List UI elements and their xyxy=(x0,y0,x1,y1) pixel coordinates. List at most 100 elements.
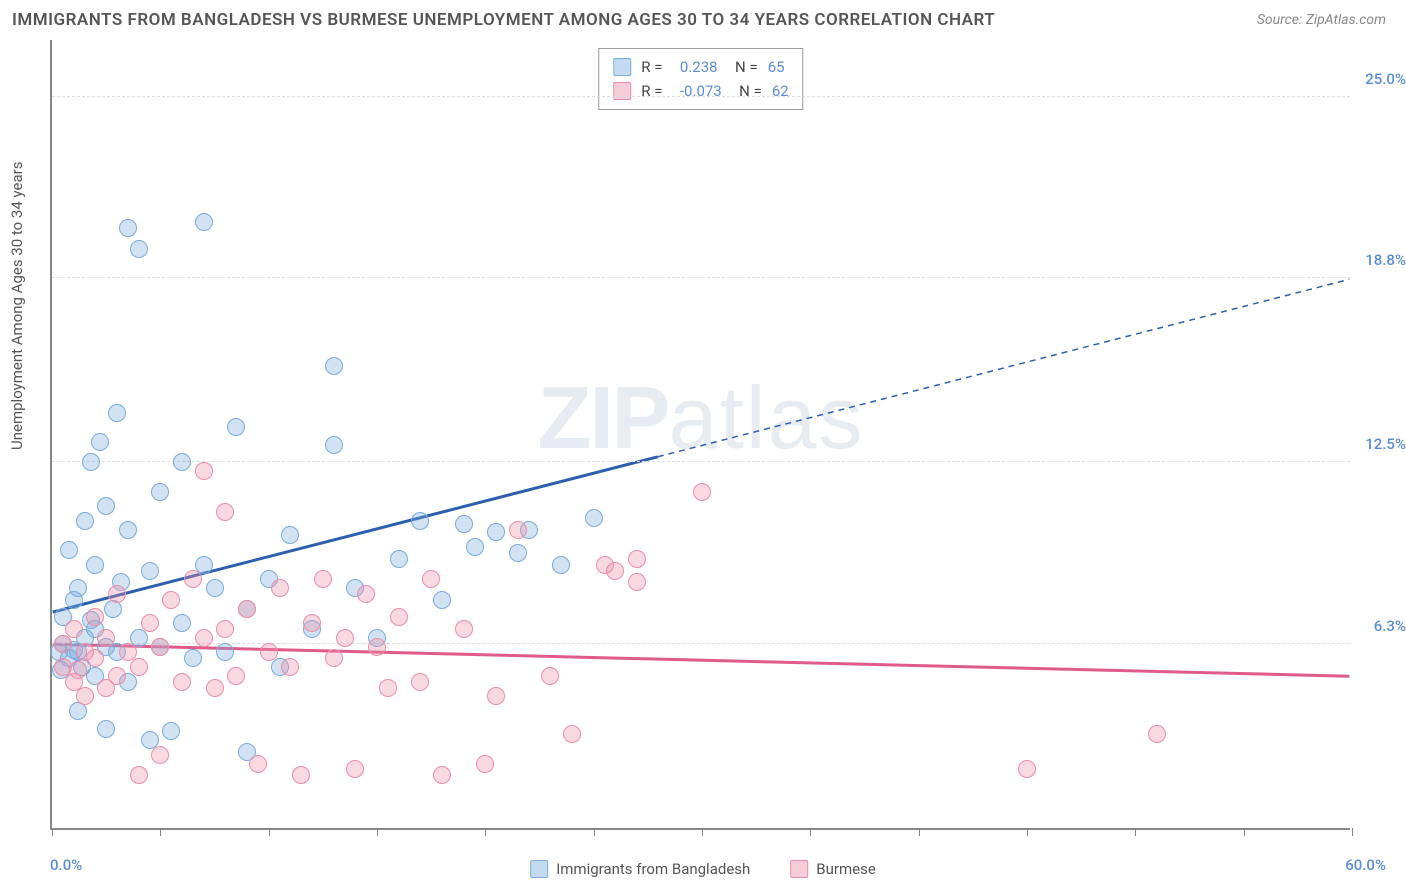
point-bangladesh xyxy=(184,649,202,667)
watermark: ZIPatlas xyxy=(538,367,865,469)
point-bangladesh xyxy=(173,614,191,632)
gridline xyxy=(52,96,1350,97)
point-bangladesh xyxy=(119,521,137,539)
point-burmese xyxy=(260,643,278,661)
point-bangladesh xyxy=(173,453,191,471)
point-burmese xyxy=(390,608,408,626)
point-burmese xyxy=(54,635,72,653)
swatch-pink-icon xyxy=(613,82,631,100)
point-burmese xyxy=(303,614,321,632)
x-tick xyxy=(1135,828,1136,836)
point-burmese xyxy=(411,673,429,691)
point-burmese xyxy=(195,629,213,647)
point-burmese xyxy=(541,667,559,685)
x-axis-min-label: 0.0% xyxy=(50,856,82,874)
point-burmese xyxy=(368,638,386,656)
chart-title: IMMIGRANTS FROM BANGLADESH VS BURMESE UN… xyxy=(12,10,995,30)
x-tick xyxy=(702,828,703,836)
point-burmese xyxy=(206,679,224,697)
point-bangladesh xyxy=(82,453,100,471)
stat-r-value-1: -0.073 xyxy=(680,79,722,103)
gridline xyxy=(52,461,1350,462)
watermark-light: atlas xyxy=(669,368,865,467)
point-burmese xyxy=(271,579,289,597)
point-bangladesh xyxy=(585,509,603,527)
y-tick-label: 12.5% xyxy=(1365,435,1406,453)
point-burmese xyxy=(108,667,126,685)
point-bangladesh xyxy=(60,541,78,559)
stat-n-value-1: 62 xyxy=(772,79,789,103)
point-burmese xyxy=(130,766,148,784)
point-burmese xyxy=(216,620,234,638)
point-bangladesh xyxy=(390,550,408,568)
x-tick xyxy=(919,828,920,836)
point-burmese xyxy=(162,591,180,609)
legend-label-0: Immigrants from Bangladesh xyxy=(556,860,750,878)
swatch-blue-icon xyxy=(530,860,548,878)
x-tick xyxy=(377,828,378,836)
point-burmese xyxy=(476,755,494,773)
point-bangladesh xyxy=(227,418,245,436)
stat-n-value-0: 65 xyxy=(768,55,785,79)
point-bangladesh xyxy=(151,483,169,501)
point-bangladesh xyxy=(195,213,213,231)
point-bangladesh xyxy=(509,544,527,562)
point-burmese xyxy=(173,673,191,691)
x-tick xyxy=(810,828,811,836)
point-burmese xyxy=(151,638,169,656)
plot-area: ZIPatlas R = 0.238 N = 65 R = -0.073 N =… xyxy=(50,40,1350,830)
point-burmese xyxy=(509,521,527,539)
legend-item-burmese: Burmese xyxy=(790,860,876,878)
point-burmese xyxy=(314,570,332,588)
gridline xyxy=(52,643,1350,644)
point-burmese xyxy=(184,570,202,588)
point-burmese xyxy=(563,725,581,743)
point-burmese xyxy=(433,766,451,784)
point-bangladesh xyxy=(108,404,126,422)
swatch-pink-icon xyxy=(790,860,808,878)
point-burmese xyxy=(130,658,148,676)
legend-item-bangladesh: Immigrants from Bangladesh xyxy=(530,860,750,878)
point-burmese xyxy=(195,462,213,480)
x-tick xyxy=(485,828,486,836)
x-tick xyxy=(594,828,595,836)
point-bangladesh xyxy=(141,562,159,580)
source-label: Source: ZipAtlas.com xyxy=(1257,12,1386,28)
point-burmese xyxy=(346,760,364,778)
point-bangladesh xyxy=(411,512,429,530)
point-bangladesh xyxy=(76,512,94,530)
point-burmese xyxy=(151,746,169,764)
stat-r-label: R = xyxy=(641,79,670,103)
legend-bottom: Immigrants from Bangladesh Burmese xyxy=(530,860,876,878)
point-bangladesh xyxy=(325,357,343,375)
y-axis-label: Unemployment Among Ages 30 to 34 years xyxy=(8,162,26,450)
point-burmese xyxy=(65,620,83,638)
point-bangladesh xyxy=(119,219,137,237)
point-burmese xyxy=(628,550,646,568)
point-burmese xyxy=(1148,725,1166,743)
point-burmese xyxy=(357,585,375,603)
point-burmese xyxy=(606,562,624,580)
point-bangladesh xyxy=(325,436,343,454)
stat-r-value-0: 0.238 xyxy=(680,55,718,79)
legend-stats-row-0: R = 0.238 N = 65 xyxy=(613,55,788,79)
point-burmese xyxy=(69,661,87,679)
point-burmese xyxy=(628,573,646,591)
point-burmese xyxy=(76,687,94,705)
trend-lines xyxy=(52,40,1350,828)
legend-stats-row-1: R = -0.073 N = 62 xyxy=(613,79,788,103)
y-tick-label: 6.3% xyxy=(1374,617,1406,635)
x-axis-max-label: 60.0% xyxy=(1345,856,1386,874)
gridline xyxy=(52,277,1350,278)
x-tick xyxy=(1027,828,1028,836)
point-bangladesh xyxy=(86,556,104,574)
point-bangladesh xyxy=(281,526,299,544)
point-burmese xyxy=(336,629,354,647)
point-bangladesh xyxy=(466,538,484,556)
point-burmese xyxy=(487,687,505,705)
point-burmese xyxy=(108,585,126,603)
y-tick-label: 25.0% xyxy=(1365,70,1406,88)
x-tick xyxy=(52,828,53,836)
point-burmese xyxy=(141,614,159,632)
point-bangladesh xyxy=(455,515,473,533)
